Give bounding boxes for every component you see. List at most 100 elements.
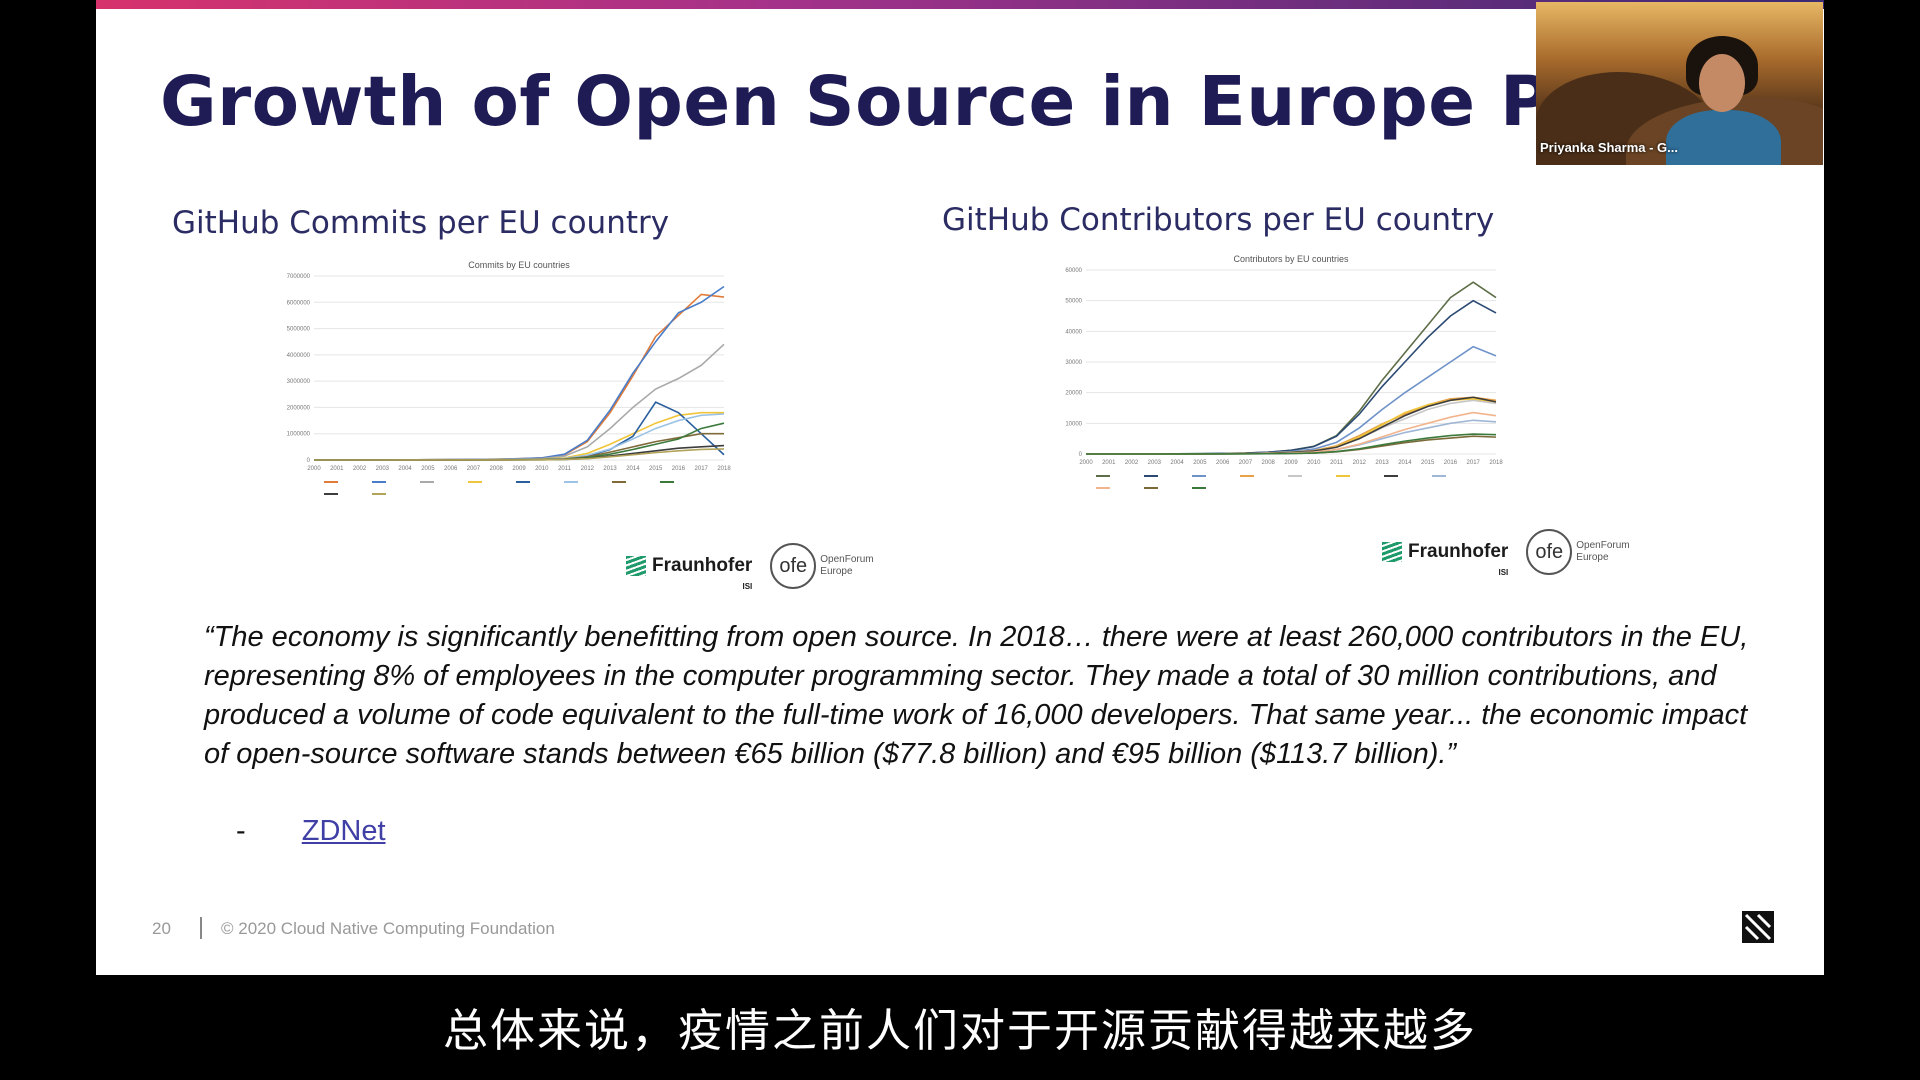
x-tick-label: 2011 [558, 466, 572, 472]
y-tick-label: 0 [1079, 452, 1083, 458]
y-tick-label: 40000 [1065, 329, 1082, 335]
webcam-name-label: Priyanka Sharma - G... [1540, 140, 1679, 155]
fraunhofer-mark-icon-2 [1382, 542, 1402, 562]
y-tick-label: 0 [307, 458, 311, 464]
series-line [314, 422, 725, 461]
x-tick-label: 2005 [421, 466, 435, 472]
footer-copyright: © 2020 Cloud Native Computing Foundation [221, 919, 555, 938]
y-tick-label: 60000 [1065, 268, 1082, 274]
x-tick-label: 2000 [307, 466, 321, 472]
x-tick-label: 2014 [1398, 460, 1412, 466]
series-line [314, 293, 725, 461]
ofe-line1: OpenForum [820, 554, 874, 565]
x-tick-label: 2008 [490, 466, 504, 472]
x-tick-label: 2003 [376, 466, 390, 472]
ofe-line2-2: Europe [1576, 552, 1609, 563]
slide-number: 20 [152, 919, 171, 938]
x-tick-label: 2006 [444, 466, 458, 472]
x-tick-label: 2002 [1125, 460, 1139, 466]
zdnet-link[interactable]: ZDNet [301, 815, 386, 847]
series-line [1086, 433, 1497, 455]
chart-title: Commits by EU countries [468, 260, 570, 270]
slide-top-bar [96, 0, 1824, 9]
fraunhofer-logo: Fraunhofer ISI [626, 555, 753, 591]
right-logos: Fraunhofer ISI ofe OpenForum Europe [1382, 529, 1630, 577]
x-tick-label: 2002 [353, 466, 367, 472]
fraunhofer-label: Fraunhofer [652, 555, 753, 576]
x-tick-label: 2007 [1239, 460, 1253, 466]
x-tick-label: 2012 [1353, 460, 1367, 466]
x-tick-label: 2014 [626, 466, 640, 472]
x-tick-label: 2003 [1148, 460, 1162, 466]
left-chart-heading: GitHub Commits per EU country [172, 205, 670, 241]
fraunhofer-label-2: Fraunhofer [1408, 541, 1509, 562]
left-logos: Fraunhofer ISI ofe OpenForum Europe [626, 543, 874, 591]
x-tick-label: 2007 [467, 466, 481, 472]
ofe-line1-2: OpenForum [1576, 540, 1630, 551]
chart-title: Contributors by EU countries [1233, 254, 1349, 264]
ofe-mark-2: ofe [1526, 529, 1573, 575]
x-tick-label: 2017 [695, 466, 709, 472]
fraunhofer-logo-2: Fraunhofer ISI [1382, 541, 1509, 577]
y-tick-label: 2000000 [287, 405, 311, 411]
ofe-logo: ofe OpenForum Europe [770, 543, 874, 589]
x-tick-label: 2016 [672, 466, 686, 472]
x-tick-label: 2011 [1330, 460, 1344, 466]
series-line [1086, 396, 1497, 455]
x-tick-label: 2010 [535, 466, 549, 472]
series-line [1086, 281, 1497, 455]
x-tick-label: 2012 [581, 466, 595, 472]
ofe-mark: ofe [770, 543, 817, 589]
x-tick-label: 2015 [649, 466, 663, 472]
y-tick-label: 30000 [1065, 360, 1082, 366]
series-line [314, 411, 724, 461]
x-tick-label: 2013 [603, 466, 617, 472]
x-tick-label: 2009 [512, 466, 526, 472]
speaker-body [1666, 110, 1781, 165]
x-tick-label: 2004 [1170, 460, 1184, 466]
ofe-line2: Europe [820, 566, 853, 577]
y-tick-label: 6000000 [287, 300, 311, 306]
source-dash: - [236, 815, 246, 847]
series-line [1086, 299, 1497, 455]
x-tick-label: 2009 [1284, 460, 1298, 466]
fraunhofer-isi: ISI [742, 582, 753, 591]
x-tick-label: 2001 [330, 466, 344, 472]
series-line [314, 432, 724, 461]
cncf-logo-icon [1742, 911, 1774, 943]
series-line [314, 448, 725, 461]
y-tick-label: 4000000 [287, 353, 311, 359]
x-tick-label: 2008 [1262, 460, 1276, 466]
x-tick-label: 2017 [1467, 460, 1481, 466]
ofe-logo-2: ofe OpenForum Europe [1526, 529, 1630, 575]
fraunhofer-mark-icon [626, 556, 646, 576]
x-tick-label: 2010 [1307, 460, 1321, 466]
x-tick-label: 2000 [1079, 460, 1093, 466]
x-tick-label: 2018 [1489, 460, 1503, 466]
contributors-chart-svg: Contributors by EU countries 0 10000 20000 3… [1065, 254, 1503, 489]
commits-chart-svg: Commits by EU countries 0 1000000 2000000 30… [287, 260, 731, 495]
y-tick-label: 3000000 [287, 379, 311, 385]
video-subtitle: 总体来说，疫情之前人们对于开源贡献得越来越多 [442, 1004, 1477, 1057]
series-line [1086, 396, 1497, 455]
x-tick-label: 2013 [1375, 460, 1389, 466]
webcam-tile[interactable]: Priyanka Sharma - G... [1536, 2, 1823, 165]
series-line [1086, 411, 1497, 455]
x-tick-label: 2005 [1193, 460, 1207, 466]
fraunhofer-isi-2: ISI [1498, 568, 1509, 577]
y-tick-label: 20000 [1065, 391, 1082, 397]
x-tick-label: 2001 [1102, 460, 1116, 466]
right-chart-heading: GitHub Contributors per EU country [942, 202, 1495, 238]
quote-source: - ZDNet [236, 815, 386, 848]
speaker-face [1699, 54, 1745, 112]
x-tick-label: 2004 [398, 466, 412, 472]
x-tick-label: 2018 [717, 466, 731, 472]
footer-divider [200, 917, 202, 939]
commits-chart: Commits by EU countries 0 1000000 2000000 30… [264, 258, 734, 548]
y-tick-label: 5000000 [287, 327, 311, 333]
x-tick-label: 2016 [1444, 460, 1458, 466]
y-tick-label: 50000 [1065, 299, 1082, 305]
y-tick-label: 1000000 [287, 432, 311, 438]
x-tick-label: 2015 [1421, 460, 1435, 466]
quote-text: “The economy is significantly benefittin… [204, 621, 1749, 770]
